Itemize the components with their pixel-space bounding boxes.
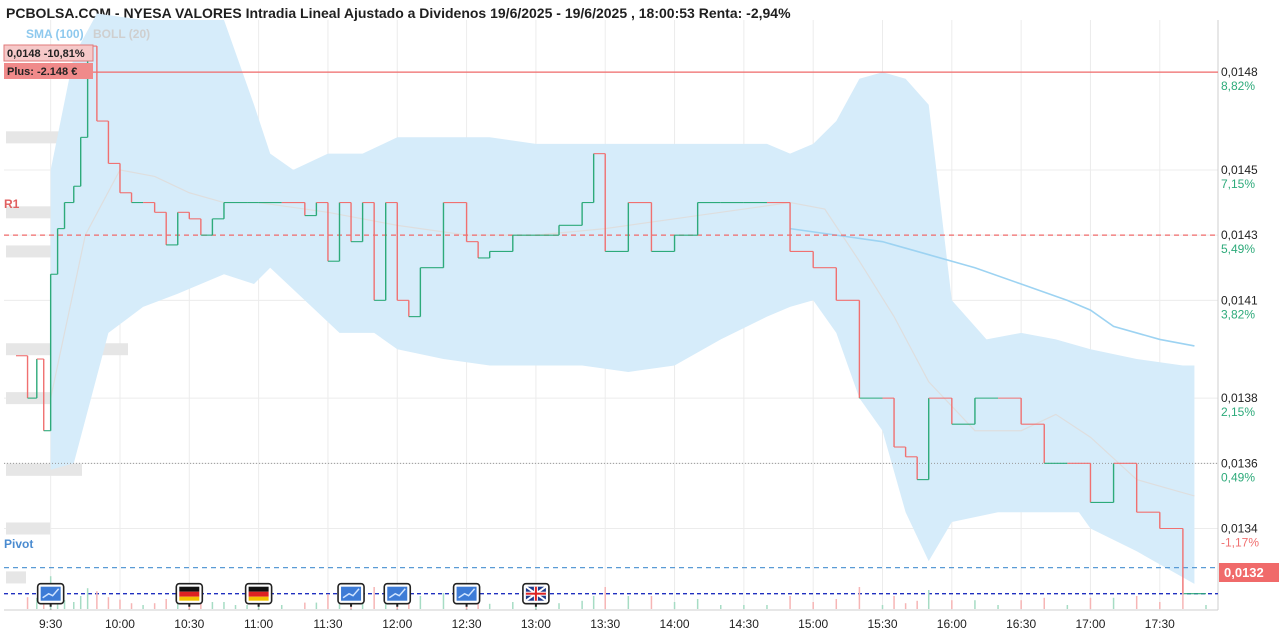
x-tick-label: 11:30 xyxy=(313,617,342,631)
y-tick-label: 0,0134 xyxy=(1221,522,1258,536)
news-icon-trend xyxy=(42,588,60,599)
x-tick-label: 9:30 xyxy=(39,617,63,631)
x-tick-label: 17:30 xyxy=(1145,617,1175,631)
news-icon-screen xyxy=(456,586,477,601)
current-price-badge xyxy=(1219,563,1279,582)
price-change-text: 0,0148 -10,81% xyxy=(7,48,85,60)
y-tick-percent: -1,17% xyxy=(1221,536,1259,550)
flag-germany-icon xyxy=(175,582,204,610)
flag-stripe-red xyxy=(179,591,200,597)
x-tick-label: 10:30 xyxy=(174,617,204,631)
y-tick-label: 0,0136 xyxy=(1221,456,1258,470)
volume-profile-bar xyxy=(6,522,50,535)
news-icon-trend xyxy=(458,588,476,599)
y-tick-percent: 8,82% xyxy=(1221,79,1255,93)
x-tick-label: 13:00 xyxy=(521,617,551,631)
y-tick-label: 0,0143 xyxy=(1221,228,1258,242)
bollinger-band xyxy=(50,13,1195,584)
flag-stripe-gold xyxy=(248,596,269,601)
bollinger-middle-line xyxy=(50,169,1195,497)
y-tick-percent: 3,82% xyxy=(1221,307,1255,321)
chart-news-icon xyxy=(337,582,365,610)
x-tick-label: 14:30 xyxy=(729,617,759,631)
plus-text: Plus: -2.148 € xyxy=(7,66,77,78)
news-icon-screen xyxy=(40,586,61,601)
y-tick-percent: 2,15% xyxy=(1221,405,1255,419)
x-tick-label: 14:00 xyxy=(660,617,690,631)
r1-label: R1 xyxy=(4,197,20,211)
legend-sma[interactable]: SMA (100) xyxy=(26,27,84,41)
chart-title: PCBOLSA.COM - NYESA VALORES Intradia Lin… xyxy=(6,5,791,21)
event-markers xyxy=(36,582,550,610)
y-tick-label: 0,0148 xyxy=(1221,65,1258,79)
reference-lines xyxy=(4,71,1218,595)
volume-bars xyxy=(26,576,1207,609)
pivot-label: Pivot xyxy=(4,537,33,551)
x-tick-label: 16:00 xyxy=(937,617,967,631)
x-axis: 9:30 10:00 10:30 11:00 11:30 12:00 12:30 13:00 1… xyxy=(39,617,1175,631)
flag-stripe-black xyxy=(179,586,200,592)
flag-stripe-red xyxy=(248,591,269,597)
y-tick-percent: 7,15% xyxy=(1221,177,1255,191)
y-tick-label: 0,0141 xyxy=(1221,293,1258,307)
sma-100-line xyxy=(789,227,1195,347)
news-icon-trend xyxy=(388,588,406,599)
news-icon-screen xyxy=(341,586,362,601)
flag-stripe-gold xyxy=(179,596,200,601)
x-tick-label: 12:30 xyxy=(452,617,482,631)
y-tick-label: 0,0145 xyxy=(1221,163,1258,177)
y-tick-percent: 5,49% xyxy=(1221,242,1255,256)
chart-news-icon xyxy=(452,582,481,610)
x-tick-label: 13:30 xyxy=(590,617,620,631)
x-tick-label: 16:30 xyxy=(1006,617,1036,631)
chart-news-icon xyxy=(383,582,412,610)
flag-germany-icon xyxy=(244,582,273,610)
plus-badge xyxy=(4,63,93,79)
current-price-label: 0,0132 xyxy=(1224,565,1264,580)
news-icon-screen xyxy=(387,586,408,601)
news-icon-trend xyxy=(342,588,360,599)
volume-profile-bar xyxy=(6,463,82,476)
x-tick-label: 12:00 xyxy=(382,617,412,631)
price-change-badge xyxy=(3,44,94,62)
price-bars xyxy=(16,45,1206,595)
y-tick-percent: 0,49% xyxy=(1221,470,1255,484)
x-tick-label: 11:00 xyxy=(244,617,273,631)
x-tick-label: 15:30 xyxy=(867,617,897,631)
flag-stripe-black xyxy=(248,586,269,592)
volume-profile-bar xyxy=(6,571,26,584)
y-tick-label: 0,0138 xyxy=(1221,391,1258,405)
chart-news-icon xyxy=(36,582,65,610)
flag-cross-red-v xyxy=(534,586,537,601)
legend-boll[interactable]: BOLL (20) xyxy=(93,27,150,41)
x-tick-label: 15:00 xyxy=(798,617,828,631)
flag-uk-icon xyxy=(522,582,550,610)
x-tick-label: 17:00 xyxy=(1075,617,1105,631)
x-tick-label: 10:00 xyxy=(105,617,135,631)
volume-profile-bar xyxy=(6,245,60,258)
